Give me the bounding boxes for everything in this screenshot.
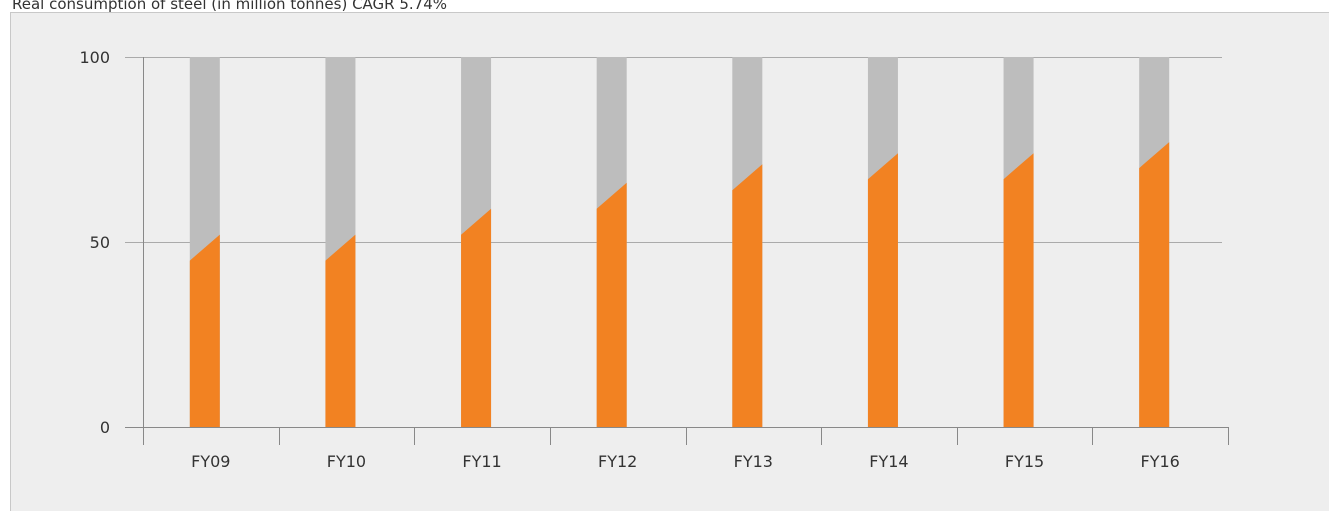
chart-title: Real consumption of steel (in million to… [12, 0, 447, 13]
y-tick-label: 0 [100, 418, 110, 437]
x-tick-label: FY09 [191, 452, 230, 471]
x-tick-label: FY16 [1141, 452, 1180, 471]
bar [325, 234, 356, 427]
bar [1139, 142, 1170, 427]
bar [1003, 153, 1034, 427]
bar [461, 208, 492, 427]
x-tick-label: FY14 [869, 452, 908, 471]
bar [596, 182, 627, 427]
x-tick-label: FY10 [327, 452, 366, 471]
y-tick-label: 50 [90, 233, 110, 252]
bar [867, 153, 898, 427]
x-tick-label: FY13 [734, 452, 773, 471]
bar [189, 234, 220, 427]
x-tick-label: FY12 [598, 452, 637, 471]
bar [732, 164, 763, 428]
y-tick-label: 100 [79, 48, 110, 67]
x-tick-label: FY11 [462, 452, 501, 471]
x-tick-label: FY15 [1005, 452, 1044, 471]
